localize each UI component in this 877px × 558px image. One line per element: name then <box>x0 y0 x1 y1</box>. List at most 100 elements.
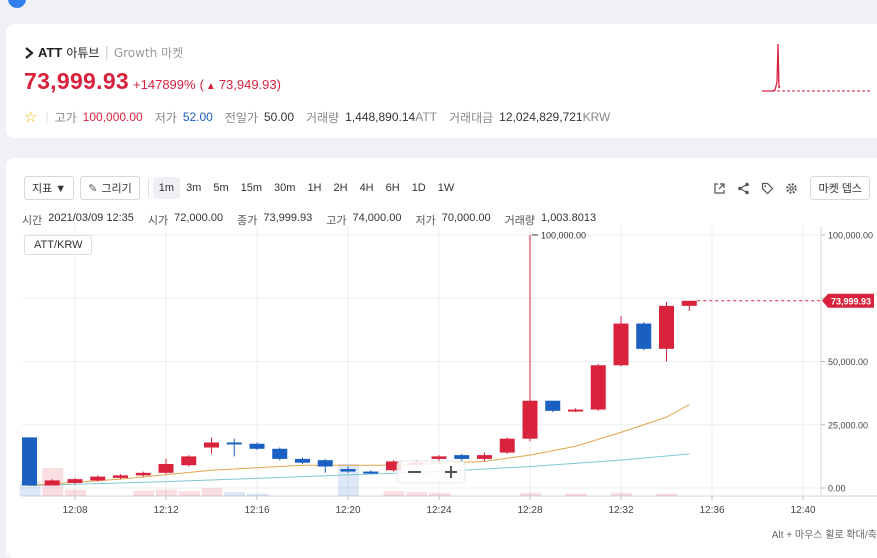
volume-value: 1,448,890.14 <box>345 110 416 124</box>
volume-bar <box>565 493 587 496</box>
volume-bar <box>611 492 632 496</box>
x-tick-label: 12:20 <box>335 505 360 516</box>
candle-body <box>272 448 288 459</box>
low-value: 52.00 <box>182 110 213 124</box>
candle-body <box>613 323 629 366</box>
candle-body <box>90 476 106 481</box>
market-name: Growth 마켓 <box>113 46 184 60</box>
candle-body <box>22 437 37 486</box>
chevron-right-icon[interactable] <box>24 46 34 59</box>
candle-body <box>317 460 333 467</box>
volume-bar <box>383 491 405 496</box>
candle-body <box>340 469 356 472</box>
tag-icon[interactable] <box>761 182 774 195</box>
candle-body <box>499 438 515 453</box>
current-price-badge <box>822 293 874 308</box>
volume-bar <box>224 492 246 496</box>
logo-icon <box>8 0 26 8</box>
timeframe-30m[interactable]: 30m <box>274 182 296 194</box>
timeframe-3m[interactable]: 3m <box>186 182 202 194</box>
x-tick-label: 12:08 <box>62 505 87 516</box>
settings-icon[interactable] <box>785 182 798 195</box>
change-paren-open: ( <box>199 77 204 92</box>
mini-sparkline <box>762 43 870 92</box>
candle-body <box>363 471 379 474</box>
current-price-label: 73,999.93 <box>831 296 871 306</box>
volume-bar <box>65 489 86 496</box>
timeframe-6h[interactable]: 6H <box>385 182 400 194</box>
candle-body <box>249 443 265 449</box>
market-depth-button[interactable]: 마켓 뎁스 <box>810 176 870 200</box>
candle-body <box>135 472 151 476</box>
price-chart[interactable]: 0.0025,000.0050,000.0075,000.00100,000.0… <box>6 158 877 558</box>
candle-body <box>659 305 674 349</box>
candle-body <box>454 455 470 459</box>
high-value: 100,000.00 <box>82 110 143 124</box>
ohlc-low-label: 저가 <box>415 215 436 227</box>
x-tick-label: 12:24 <box>426 505 451 516</box>
current-price: 73,999.93 <box>24 68 130 94</box>
ohlc-low: 70,000.00 <box>441 212 491 224</box>
volume-bar <box>133 490 155 496</box>
zoom-in-icon[interactable] <box>445 466 457 478</box>
candle-body <box>477 455 492 459</box>
candle-body <box>522 400 538 439</box>
pencil-icon: ✎ <box>88 182 98 195</box>
pair-label: ATT/KRW <box>24 235 93 255</box>
timeframe-15m[interactable]: 15m <box>240 182 263 194</box>
volume-unit: ATT <box>415 110 437 124</box>
candle-body <box>295 458 310 463</box>
timeframe-1h[interactable]: 1H <box>307 182 322 194</box>
y-tick-label: 100,000.00 <box>828 231 873 241</box>
toolbar-divider <box>147 178 149 198</box>
x-tick-label: 12:36 <box>699 505 724 516</box>
volume-bar <box>201 488 223 496</box>
timeframe-4h[interactable]: 4H <box>359 182 374 194</box>
draw-button[interactable]: ✎ 그리기 <box>80 176 140 200</box>
volume-bar <box>178 491 200 496</box>
chart-tools-right: 마켓 뎁스 <box>713 176 870 200</box>
volume-bar <box>656 493 678 496</box>
timeframe-2h[interactable]: 2H <box>333 182 348 194</box>
ticker-info-card: ATT 아튜브 | Growth 마켓 73,999.93 +147899% (… <box>6 24 877 138</box>
candle-body <box>590 365 606 410</box>
top-nav-strip <box>0 0 877 8</box>
timeframe-1m[interactable]: 1m <box>152 177 181 199</box>
ohlc-open-label: 시가 <box>147 215 169 227</box>
ohlc-readout: 시간 2021/03/09 12:35 시가 72,000.00 종가 73,999.… <box>22 212 610 228</box>
x-tick-label: 12:32 <box>608 505 633 516</box>
timeframe-5m[interactable]: 5m <box>213 182 229 194</box>
x-tick-label: 12:28 <box>517 505 542 516</box>
favorite-star-icon[interactable]: ☆ <box>24 109 38 126</box>
volume-bar <box>406 492 428 496</box>
stats-row: ☆ | 고가 100,000.00 저가 52.00 전일가 50.00 거래량… <box>24 108 610 126</box>
x-tick-label: 12:40 <box>790 505 815 516</box>
up-arrow-icon: ▲ <box>205 81 216 92</box>
candle-body <box>158 463 174 473</box>
timeframe-1w[interactable]: 1W <box>437 182 455 194</box>
ohlc-close: 73,999.93 <box>263 212 313 224</box>
sparkline-line <box>762 43 781 92</box>
y-tick-label: 0.00 <box>828 484 846 494</box>
low-label: 저가 <box>154 110 177 125</box>
popout-icon[interactable] <box>713 182 726 195</box>
volume-bar <box>156 489 177 496</box>
candle-body <box>636 323 652 349</box>
prev-close-label: 전일가 <box>224 110 258 125</box>
candle-body <box>226 442 242 445</box>
draw-label: 그리기 <box>101 183 132 195</box>
x-tick-label: 12:16 <box>244 505 269 516</box>
timeframe-1d[interactable]: 1D <box>411 182 426 194</box>
share-icon[interactable] <box>737 182 750 195</box>
indicator-button[interactable]: 지표 ▼ <box>24 176 75 200</box>
candle-body <box>386 461 401 471</box>
high-label: 고가 <box>54 110 77 125</box>
zoom-controls <box>396 460 466 484</box>
chart-card: 지표 ▼ ✎ 그리기 1m 3m 5m 15m 30m 1H 2H 4H 6H 1D 1W 마켓 뎁… <box>6 158 877 558</box>
change-percent: +147899% <box>133 77 196 92</box>
candle-body <box>44 480 60 486</box>
ohlc-volume: 1,003.8013 <box>541 212 597 224</box>
stats-separator: | <box>45 110 49 124</box>
ohlc-open: 72,000.00 <box>174 212 224 224</box>
candle-body <box>545 400 561 411</box>
